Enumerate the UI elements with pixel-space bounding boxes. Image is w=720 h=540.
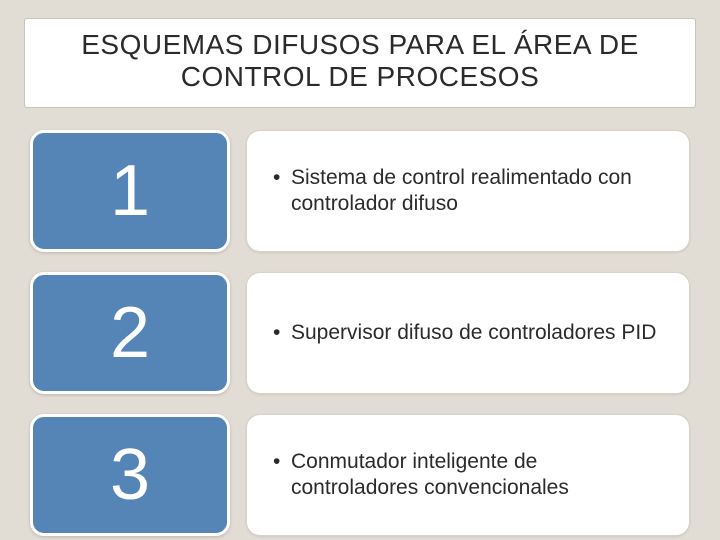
title-box: ESQUEMAS DIFUSOS PARA EL ÁREA DE CONTROL… [24, 18, 696, 108]
bullet-text: Conmutador inteligente de controladores … [273, 449, 667, 502]
title-line-2: CONTROL DE PROCESOS [181, 61, 540, 92]
bullet-list: Conmutador inteligente de controladores … [273, 449, 667, 502]
number-box-2: 2 [30, 272, 230, 394]
number-box-1: 1 [30, 130, 230, 252]
number-label: 3 [110, 434, 150, 516]
description-box-2: Supervisor difuso de controladores PID [246, 272, 690, 394]
list-item: 2 Supervisor difuso de controladores PID [30, 272, 690, 394]
list-item: 1 Sistema de control realimentado con co… [30, 130, 690, 252]
slide: ESQUEMAS DIFUSOS PARA EL ÁREA DE CONTROL… [0, 0, 720, 540]
description-box-1: Sistema de control realimentado con cont… [246, 130, 690, 252]
bullet-text: Sistema de control realimentado con cont… [273, 165, 667, 218]
bullet-text: Supervisor difuso de controladores PID [273, 320, 667, 346]
number-label: 1 [110, 150, 150, 232]
number-label: 2 [110, 292, 150, 374]
bullet-list: Sistema de control realimentado con cont… [273, 165, 667, 218]
number-box-3: 3 [30, 414, 230, 536]
title-line-1: ESQUEMAS DIFUSOS PARA EL ÁREA DE [81, 29, 639, 60]
list-item: 3 Conmutador inteligente de controladore… [30, 414, 690, 536]
description-box-3: Conmutador inteligente de controladores … [246, 414, 690, 536]
slide-title: ESQUEMAS DIFUSOS PARA EL ÁREA DE CONTROL… [43, 29, 677, 93]
bullet-list: Supervisor difuso de controladores PID [273, 320, 667, 346]
rows-container: 1 Sistema de control realimentado con co… [24, 130, 696, 536]
